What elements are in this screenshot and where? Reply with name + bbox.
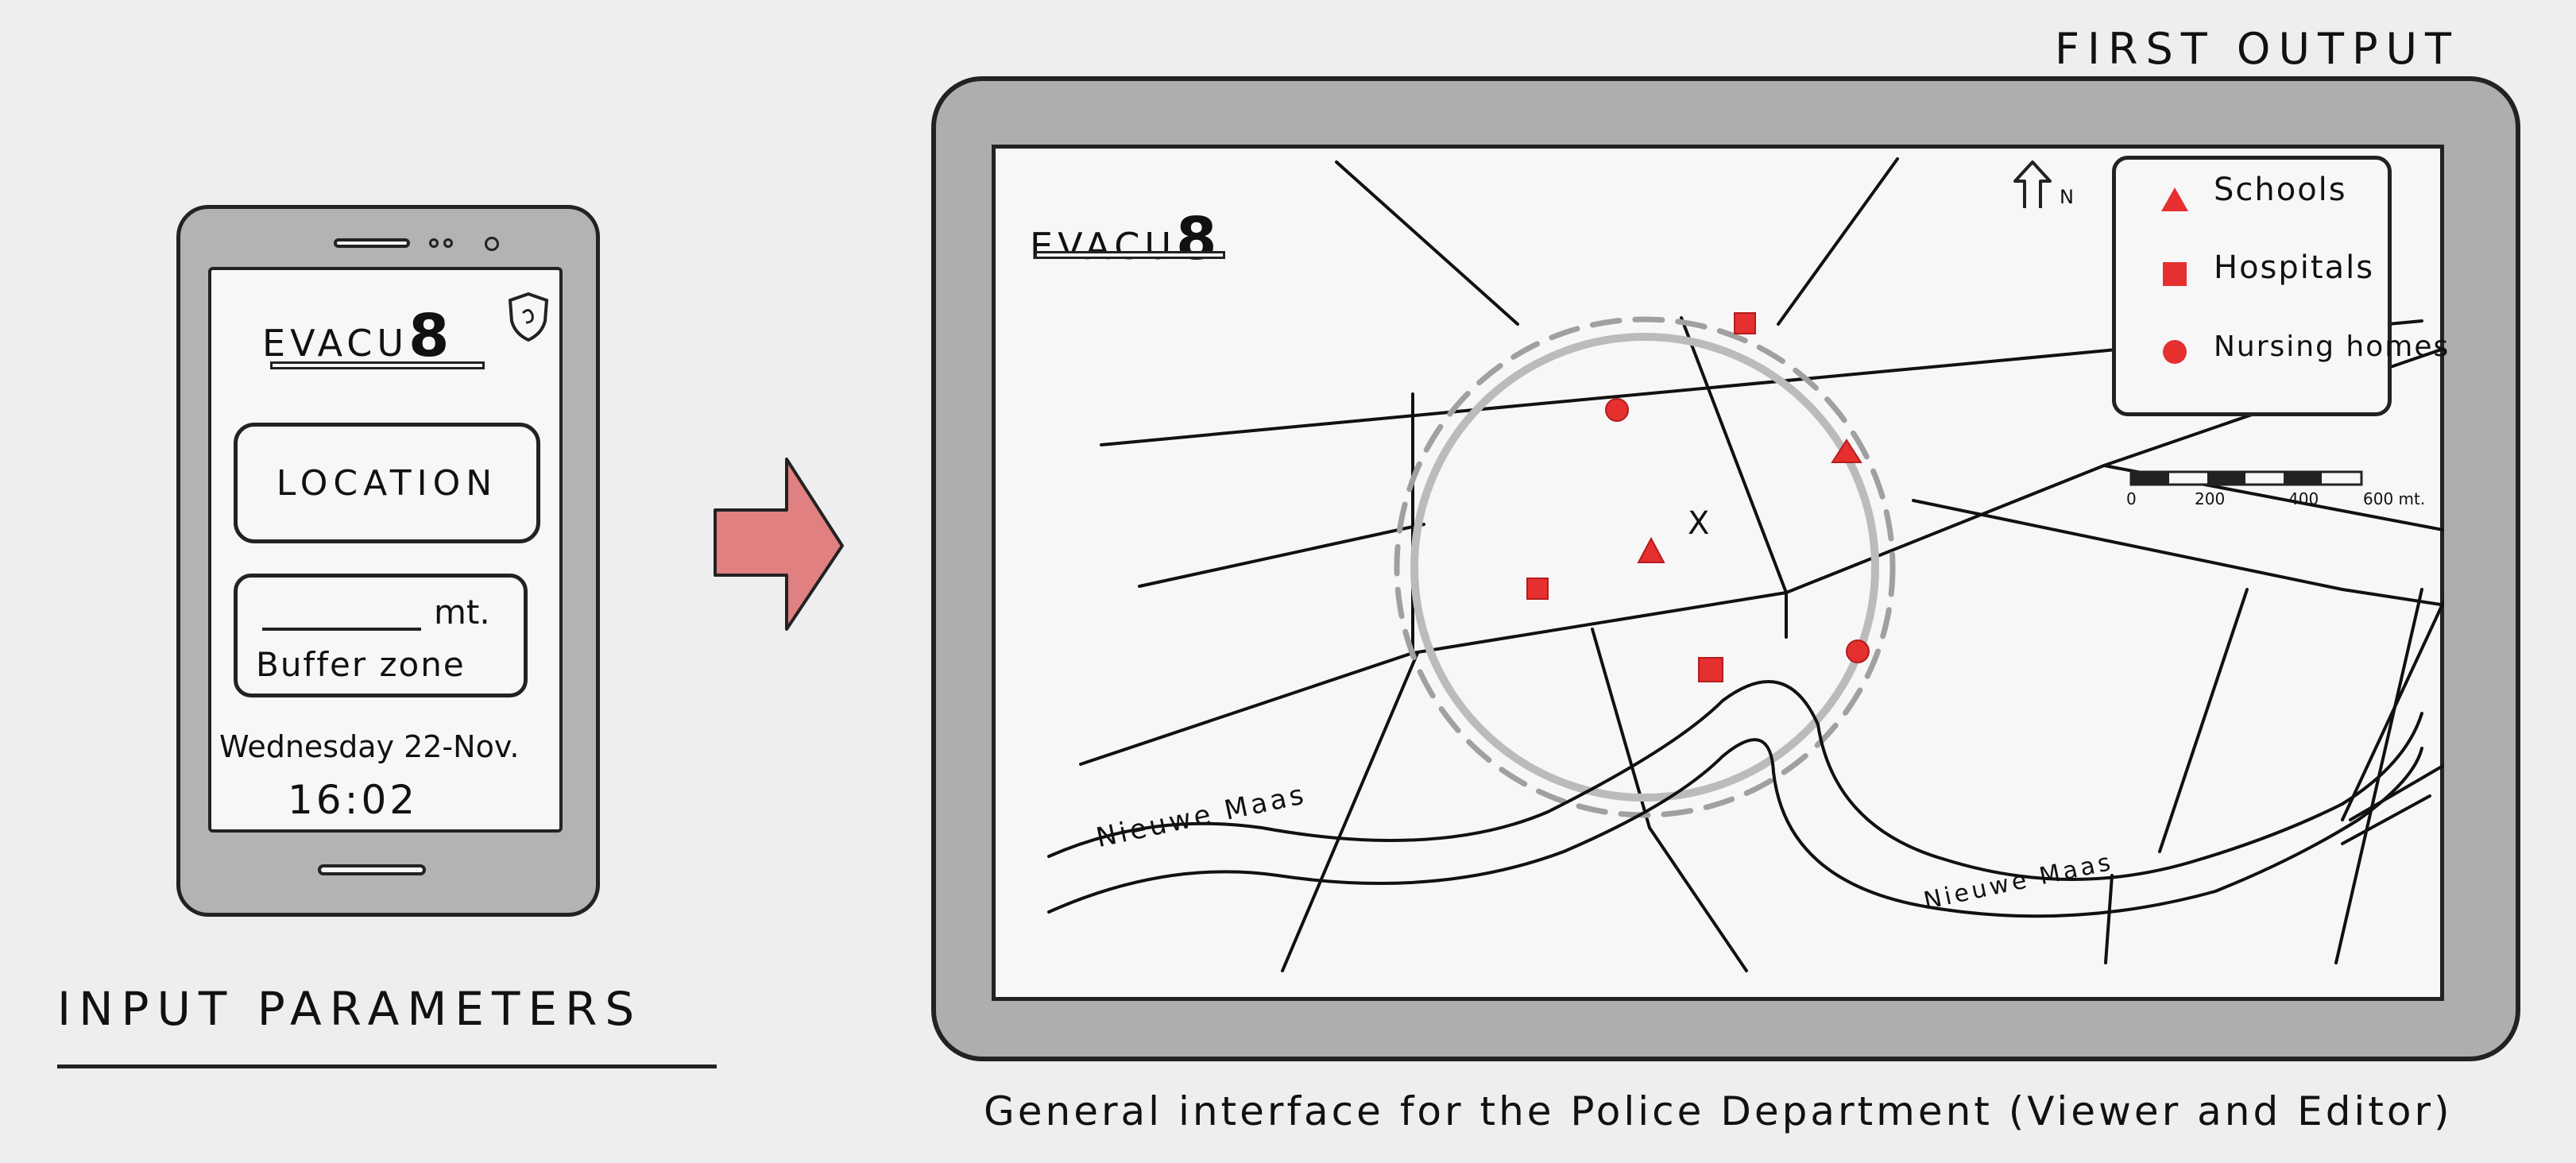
logo-digit: 8 [408,302,450,370]
legend-label-hospitals: Hospitals [2214,249,2375,286]
logo-text: EVACU [1030,225,1177,268]
road-line [1591,628,1748,972]
phone-sensor-dot [443,238,453,248]
logo-text: EVACU [262,322,409,365]
road-line [2102,464,2444,532]
first-output-heading: FIRST OUTPUT [2055,24,2460,74]
logo-underline [1035,251,1225,259]
scale-tick: 600 mt. [2363,489,2426,508]
triangle-icon [2161,187,2188,211]
time-text: 16:02 [288,777,419,823]
location-button[interactable]: LOCATION [234,423,540,543]
logo-digit: 8 [1176,205,1217,273]
road-line [1777,157,1899,326]
nursing-home-marker [1605,398,1629,422]
road-line [1335,160,1519,326]
buffer-zone-field[interactable] [234,574,528,697]
buffer-zone-dashed [1394,316,1896,818]
home-button[interactable] [318,864,426,875]
input-parameters-heading: INPUT PARAMETERS [57,982,643,1036]
phone-speaker [334,238,410,248]
river-bank [1047,738,2423,918]
center-marker[interactable]: X [1688,505,1710,542]
road-line [2349,763,2444,821]
road-line [1680,316,1788,594]
road-line [2341,794,2431,845]
logo-underline [270,361,485,369]
nursing-home-marker [1846,639,1870,663]
right-arrow-icon [714,458,844,631]
road-line [2104,874,2114,964]
heading-underline [57,1064,717,1068]
hospital-marker [1734,312,1756,334]
river-bank [1047,680,2423,881]
map-legend [2112,156,2392,416]
buffer-zone-circle [1410,333,1879,802]
interface-caption: General interface for the Police Departm… [984,1088,2453,1134]
road-line [1281,651,1419,972]
phone-sensor-dot [429,238,439,248]
buffer-zone-label: Buffer zone [256,645,466,684]
circle-icon [2163,340,2187,364]
legend-label-schools: Schools [2214,172,2347,208]
square-icon [2163,262,2187,286]
scale-bar [2129,470,2363,486]
north-label: N [2060,186,2074,208]
phone-app-logo: EVACU8 [262,302,450,370]
phone-screen [208,267,563,833]
north-arrow-icon [2013,160,2052,208]
shield-icon[interactable] [505,291,551,343]
road-line [1912,499,2444,607]
location-button-label: LOCATION [276,462,498,504]
tablet-app-logo: EVACU8 [1030,205,1217,273]
scale-tick: 0 [2126,489,2137,508]
legend-label-nursing-homes: Nursing homes [2214,330,2450,363]
buffer-value-input[interactable] [262,628,421,631]
buffer-unit: mt. [434,593,490,632]
hospital-marker [1698,657,1723,682]
school-marker [1637,536,1665,563]
phone-camera-icon [485,237,499,251]
map-canvas[interactable] [992,145,2444,1001]
map-markers-layer [1526,312,1870,682]
road-line [1138,523,1425,588]
road-line [2158,588,2249,853]
road-line [2341,597,2444,821]
scale-tick: 400 [2288,489,2319,508]
scale-tick: 200 [2195,489,2226,508]
school-marker [1831,439,1862,463]
date-text: Wednesday 22-Nov. [219,729,520,764]
hospital-marker [1526,578,1549,600]
